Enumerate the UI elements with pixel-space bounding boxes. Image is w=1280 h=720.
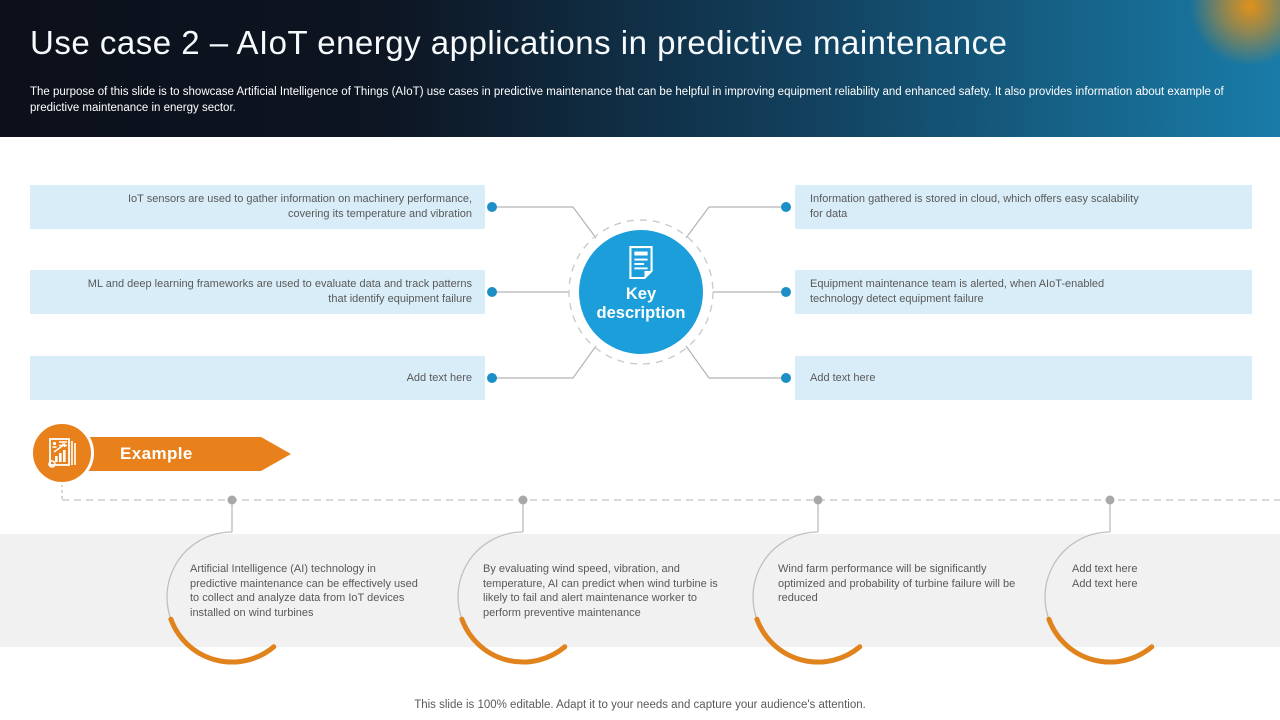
- hub-box-left-3-placeholder: Add text here: [30, 356, 485, 400]
- page-subtitle: The purpose of this slide is to showcase…: [30, 86, 1224, 115]
- example-banner: Example: [58, 437, 291, 471]
- timeline-node-rings: [166, 531, 1155, 665]
- timeline-node-text-4-placeholder: Add text here Add text here: [1072, 563, 1138, 590]
- timeline-node-text-1: Artificial Intelligence (AI) technology …: [190, 563, 418, 620]
- timeline-node-text-2: By evaluating wind speed, vibration, and…: [483, 563, 718, 620]
- hub-box-right-3-placeholder: Add text here: [795, 356, 1252, 400]
- hub-box-text: Add text here: [810, 371, 876, 384]
- timeline-band: [0, 534, 1280, 647]
- hub-box-text: IoT sensors are used to gather informati…: [127, 193, 472, 220]
- timeline-node-stems: [231, 504, 1111, 532]
- timeline-dots: [227, 495, 1115, 505]
- hub-box-left-1: IoT sensors are used to gather informati…: [30, 185, 485, 229]
- analytics-report-icon: [48, 438, 76, 468]
- hub-circle: Key description: [579, 230, 703, 354]
- document-report-icon: [629, 246, 653, 280]
- hub-label: Key description: [596, 285, 686, 323]
- hub-box-right-1: Information gathered is stored in cloud,…: [795, 185, 1252, 229]
- hub-box-left-2: ML and deep learning frameworks are used…: [30, 270, 485, 314]
- page-title: Use case 2 – AIoT energy applications in…: [30, 24, 1008, 61]
- example-label: Example: [120, 444, 193, 463]
- hub-box-text: Add text here: [406, 371, 472, 384]
- example-icon-badge: [30, 421, 94, 485]
- hub-box-text: ML and deep learning frameworks are used…: [87, 278, 472, 305]
- hub-box-right-2: Equipment maintenance team is alerted, w…: [795, 270, 1252, 314]
- hub-connector-dots: [487, 202, 791, 383]
- hub-box-text: Information gathered is stored in cloud,…: [810, 193, 1139, 220]
- footer-note: This slide is 100% editable. Adapt it to…: [414, 699, 866, 711]
- timeline-node-text-3: Wind farm performance will be significan…: [778, 563, 1016, 605]
- hub-dashed-ring: [568, 219, 714, 365]
- header-banner: Use case 2 – AIoT energy applications in…: [0, 0, 1280, 137]
- hub-box-text: Equipment maintenance team is alerted, w…: [810, 278, 1105, 305]
- hub-spoke-lines: [492, 206, 786, 379]
